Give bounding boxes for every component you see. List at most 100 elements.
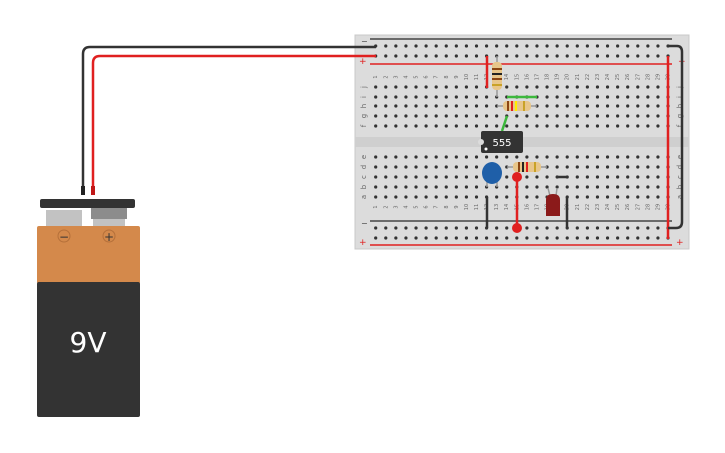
hole[interactable] [404,95,408,99]
rail-hole[interactable] [545,54,549,58]
rail-hole[interactable] [495,44,499,48]
battery-negative-wire[interactable] [81,45,376,192]
rail-hole[interactable] [585,236,589,240]
hole[interactable] [454,195,458,199]
hole[interactable] [565,85,569,89]
hole[interactable] [464,165,469,169]
hole[interactable] [434,195,438,199]
hole[interactable] [545,124,549,128]
hole[interactable] [474,185,479,189]
hole[interactable] [474,165,479,169]
rail-hole[interactable] [616,236,620,240]
hole[interactable] [595,175,600,179]
hole[interactable] [414,104,418,108]
hole[interactable] [605,114,610,118]
hole[interactable] [626,95,630,99]
hole[interactable] [474,124,479,128]
hole[interactable] [424,185,428,189]
hole[interactable] [394,155,398,159]
hole[interactable] [484,104,489,108]
hole[interactable] [394,175,398,179]
rail-hole[interactable] [555,236,559,240]
hole[interactable] [636,124,640,128]
hole[interactable] [616,124,620,128]
hole[interactable] [515,155,519,159]
hole[interactable] [505,85,509,89]
hole[interactable] [374,165,378,169]
hole[interactable] [565,95,569,99]
hole[interactable] [636,165,640,169]
hole[interactable] [626,85,630,89]
hole[interactable] [555,104,559,108]
hole[interactable] [384,165,388,169]
rail-hole[interactable] [525,226,529,230]
hole[interactable] [464,124,469,128]
resistor-row-d[interactable] [507,162,547,172]
hole[interactable] [484,95,489,99]
rail-hole[interactable] [545,226,549,230]
hole[interactable] [636,155,640,159]
hole[interactable] [444,104,448,108]
hole[interactable] [454,185,458,189]
rail-hole[interactable] [535,236,539,240]
hole[interactable] [444,85,448,89]
hole[interactable] [495,104,499,108]
rail-hole[interactable] [646,236,650,240]
rail-hole[interactable] [384,236,388,240]
hole[interactable] [434,104,438,108]
rail-hole[interactable] [434,226,438,230]
hole[interactable] [595,104,600,108]
hole[interactable] [404,104,408,108]
hole[interactable] [525,85,529,89]
hole[interactable] [474,195,479,199]
hole[interactable] [626,165,630,169]
hole[interactable] [474,114,479,118]
hole[interactable] [424,114,428,118]
rail-hole[interactable] [454,236,458,240]
hole[interactable] [484,124,489,128]
hole[interactable] [464,85,469,89]
hole[interactable] [535,195,539,199]
hole[interactable] [474,104,479,108]
hole[interactable] [404,85,408,89]
hole[interactable] [605,124,610,128]
hole[interactable] [414,165,418,169]
hole[interactable] [535,155,539,159]
hole[interactable] [545,175,549,179]
hole[interactable] [565,124,569,128]
rail-hole[interactable] [535,44,539,48]
hole[interactable] [374,95,378,99]
hole[interactable] [575,85,579,89]
rail-hole[interactable] [555,44,559,48]
hole[interactable] [414,124,418,128]
rail-hole[interactable] [424,54,428,58]
rail-hole[interactable] [384,226,388,230]
hole[interactable] [545,165,549,169]
hole[interactable] [565,185,569,189]
hole[interactable] [626,185,630,189]
hole[interactable] [444,114,448,118]
hole[interactable] [656,114,660,118]
hole[interactable] [394,85,398,89]
hole[interactable] [434,85,438,89]
hole[interactable] [464,104,469,108]
hole[interactable] [575,165,579,169]
hole[interactable] [495,124,499,128]
rail-hole[interactable] [585,226,589,230]
rail-hole[interactable] [575,236,579,240]
hole[interactable] [505,195,509,199]
hole[interactable] [384,175,388,179]
rail-hole[interactable] [474,54,479,58]
hole[interactable] [626,175,630,179]
rail-hole[interactable] [646,44,650,48]
rail-hole[interactable] [404,226,408,230]
rail-hole[interactable] [595,54,600,58]
rail-hole[interactable] [575,226,579,230]
hole[interactable] [595,124,600,128]
hole[interactable] [646,104,650,108]
hole[interactable] [394,165,398,169]
rail-hole[interactable] [474,226,479,230]
hole[interactable] [575,114,579,118]
rail-hole[interactable] [626,44,630,48]
